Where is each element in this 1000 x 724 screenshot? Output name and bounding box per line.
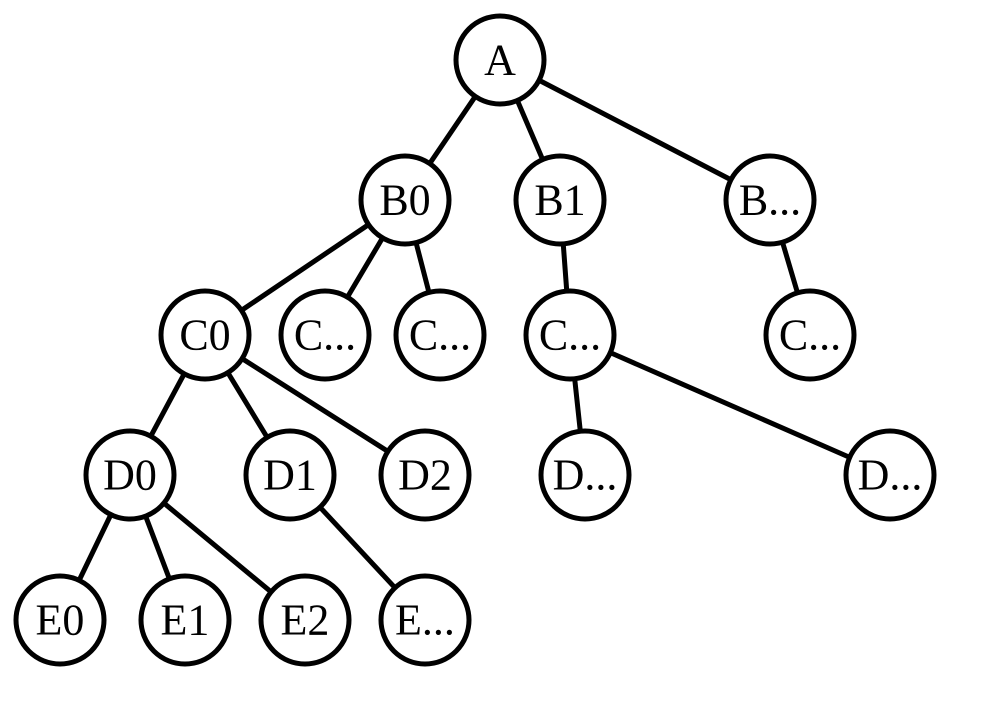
tree-node: B... bbox=[726, 156, 814, 244]
node-label: E... bbox=[395, 596, 455, 645]
tree-edge bbox=[430, 96, 476, 163]
tree-node: D... bbox=[846, 431, 934, 519]
tree-node: A bbox=[456, 16, 544, 104]
tree-node: C... bbox=[766, 291, 854, 379]
node-label: D1 bbox=[263, 451, 317, 500]
tree-node: E2 bbox=[261, 576, 349, 664]
node-label: D0 bbox=[103, 451, 157, 500]
tree-edge bbox=[228, 373, 267, 438]
tree-node: C... bbox=[396, 291, 484, 379]
tree-node: D1 bbox=[246, 431, 334, 519]
tree-edge bbox=[575, 379, 581, 432]
tree-edge bbox=[79, 515, 111, 581]
tree-edge bbox=[151, 374, 184, 436]
tree-node: B0 bbox=[361, 156, 449, 244]
node-label: E0 bbox=[36, 596, 85, 645]
tree-edge bbox=[517, 100, 542, 159]
node-label: C... bbox=[409, 311, 471, 360]
tree-edge bbox=[320, 507, 395, 588]
tree-node: D0 bbox=[86, 431, 174, 519]
node-label: D2 bbox=[398, 451, 452, 500]
tree-node: D... bbox=[541, 431, 629, 519]
node-label: C... bbox=[779, 311, 841, 360]
tree-node: E... bbox=[381, 576, 469, 664]
tree-node: C... bbox=[526, 291, 614, 379]
tree-edge bbox=[416, 243, 429, 293]
node-label: B1 bbox=[534, 176, 585, 225]
tree-node: C0 bbox=[161, 291, 249, 379]
node-label: E1 bbox=[161, 596, 210, 645]
nodes-group: A B0 B1 B... C0 C... C... C... C... D0 D1 D2 D... D..… bbox=[16, 16, 934, 664]
tree-edge bbox=[563, 244, 566, 291]
tree-edge bbox=[782, 242, 797, 293]
node-label: D... bbox=[858, 451, 923, 500]
tree-node: B1 bbox=[516, 156, 604, 244]
node-label: B0 bbox=[379, 176, 430, 225]
node-label: A bbox=[484, 36, 516, 85]
tree-node: C... bbox=[281, 291, 369, 379]
tree-node: E0 bbox=[16, 576, 104, 664]
node-label: B... bbox=[739, 176, 801, 225]
node-label: E2 bbox=[281, 596, 330, 645]
tree-edge bbox=[347, 238, 382, 297]
tree-diagram: A B0 B1 B... C0 C... C... C... C... D0 D1 D2 D... D..… bbox=[0, 0, 1000, 724]
node-label: D... bbox=[553, 451, 618, 500]
tree-node: E1 bbox=[141, 576, 229, 664]
node-label: C... bbox=[539, 311, 601, 360]
node-label: C... bbox=[294, 311, 356, 360]
node-label: C0 bbox=[179, 311, 230, 360]
tree-edge bbox=[146, 516, 170, 579]
tree-node: D2 bbox=[381, 431, 469, 519]
